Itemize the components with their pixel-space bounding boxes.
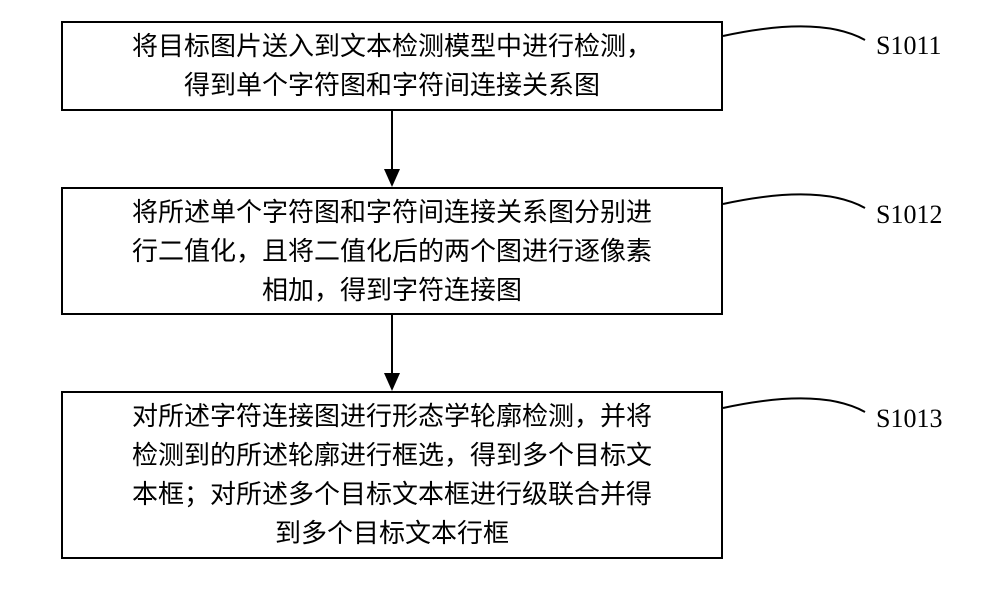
flow-node-text: 对所述字符连接图进行形态学轮廓检测，并将 检测到的所述轮廓进行框选，得到多个目标… — [132, 397, 652, 553]
flow-node-detect: 将目标图片送入到文本检测模型中进行检测， 得到单个字符图和字符间连接关系图 — [61, 21, 723, 111]
flow-node-text: 将目标图片送入到文本检测模型中进行检测， 得到单个字符图和字符间连接关系图 — [132, 27, 652, 105]
flowchart-canvas: 将目标图片送入到文本检测模型中进行检测， 得到单个字符图和字符间连接关系图 S1… — [0, 0, 1000, 604]
step-label-s1012: S1012 — [876, 200, 942, 230]
flow-node-binarize: 将所述单个字符图和字符间连接关系图分别进 行二值化，且将二值化后的两个图进行逐像… — [61, 187, 723, 315]
flow-node-text: 将所述单个字符图和字符间连接关系图分别进 行二值化，且将二值化后的两个图进行逐像… — [132, 193, 652, 310]
flow-node-contour: 对所述字符连接图进行形态学轮廓检测，并将 检测到的所述轮廓进行框选，得到多个目标… — [61, 391, 723, 559]
step-label-s1013: S1013 — [876, 404, 942, 434]
step-label-s1011: S1011 — [876, 31, 942, 61]
